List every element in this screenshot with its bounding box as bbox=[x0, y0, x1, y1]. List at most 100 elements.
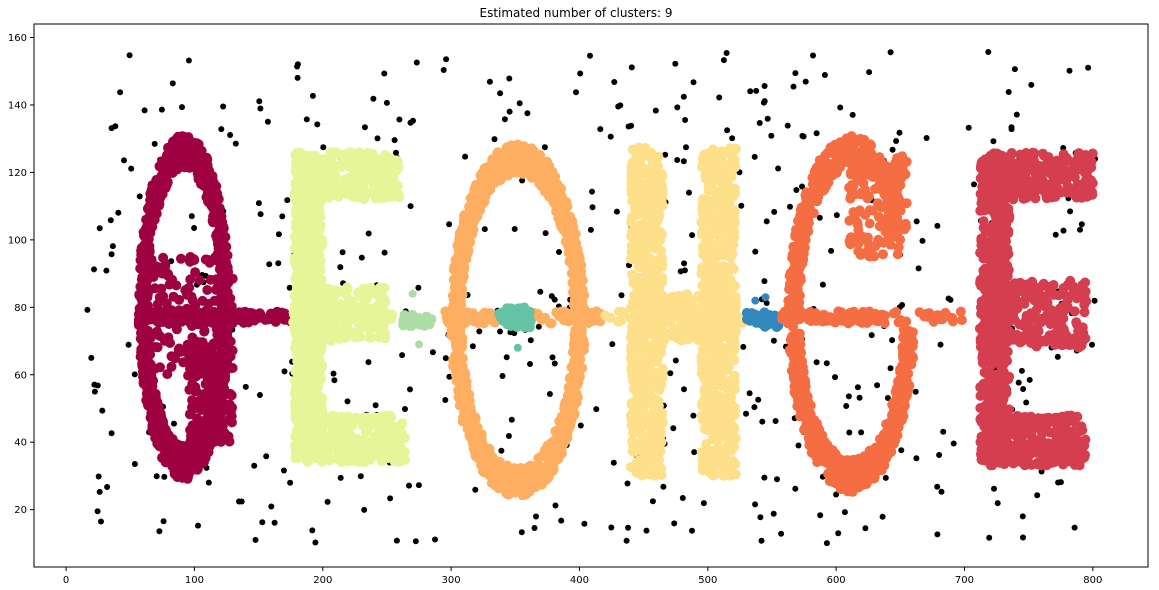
cluster-3-point bbox=[453, 311, 464, 322]
noise-point bbox=[103, 267, 110, 274]
noise-point bbox=[751, 153, 758, 160]
cluster-5-point bbox=[340, 333, 351, 343]
noise-point bbox=[506, 108, 513, 115]
noise-point bbox=[828, 247, 835, 254]
cluster-3-point bbox=[560, 214, 571, 225]
cluster-5-point bbox=[351, 433, 362, 444]
noise-point bbox=[141, 107, 148, 114]
cluster-0-point bbox=[144, 394, 155, 405]
noise-point bbox=[519, 177, 526, 184]
noise-point bbox=[940, 428, 947, 435]
cluster-0-point bbox=[205, 311, 215, 321]
noise-point bbox=[672, 357, 679, 364]
noise-point bbox=[1020, 534, 1026, 541]
noise-point bbox=[770, 510, 777, 517]
cluster-3-point bbox=[477, 310, 488, 321]
noise-point bbox=[556, 249, 562, 255]
cluster-5-point bbox=[299, 335, 310, 346]
cluster-0-point bbox=[212, 238, 223, 249]
cluster-0-point bbox=[224, 414, 235, 425]
noise-point bbox=[432, 536, 438, 543]
cluster-3-point bbox=[570, 379, 581, 389]
noise-point bbox=[191, 225, 198, 231]
cluster-5-point bbox=[385, 313, 396, 324]
cluster-5-point bbox=[301, 179, 311, 190]
noise-point bbox=[587, 226, 594, 233]
noise-point bbox=[227, 132, 234, 138]
cluster-5-point bbox=[351, 180, 362, 191]
cluster-0-point bbox=[212, 360, 222, 371]
noise-point bbox=[294, 74, 301, 81]
noise-point bbox=[991, 485, 997, 492]
noise-point bbox=[618, 292, 625, 299]
cluster-0-point bbox=[212, 206, 223, 217]
noise-point bbox=[402, 406, 408, 412]
noise-point bbox=[256, 392, 263, 398]
noise-point bbox=[821, 72, 828, 78]
noise-point bbox=[813, 130, 820, 137]
cluster-3-point bbox=[467, 434, 478, 444]
cluster-5-point bbox=[293, 299, 304, 310]
noise-point bbox=[761, 98, 768, 105]
noise-point bbox=[581, 520, 588, 527]
cluster-3-point bbox=[575, 257, 586, 268]
cluster-5-point bbox=[381, 410, 392, 421]
cluster-5-point bbox=[318, 334, 329, 345]
noise-point bbox=[314, 121, 321, 128]
noise-point bbox=[91, 388, 98, 395]
cluster-0-point bbox=[191, 156, 202, 167]
noise-point bbox=[153, 473, 160, 480]
cluster-0-point bbox=[211, 284, 221, 295]
noise-point bbox=[256, 98, 263, 105]
noise-point bbox=[671, 520, 678, 527]
noise-point bbox=[816, 214, 823, 221]
noise-point bbox=[1077, 226, 1083, 233]
noise-point bbox=[858, 429, 865, 436]
noise-point bbox=[1066, 67, 1073, 74]
cluster-5-point bbox=[314, 346, 325, 357]
cluster-0-point bbox=[187, 332, 198, 343]
cluster-3-point bbox=[562, 390, 573, 401]
cluster-5-point bbox=[317, 154, 328, 165]
cluster-0-point bbox=[213, 256, 223, 267]
noise-point bbox=[720, 57, 727, 64]
cluster-3-point bbox=[550, 171, 561, 182]
noise-point bbox=[94, 508, 101, 515]
noise-point bbox=[136, 193, 143, 200]
cluster-0-point bbox=[170, 353, 180, 364]
cluster-5-point bbox=[310, 293, 321, 304]
noise-point bbox=[854, 384, 861, 391]
noise-point bbox=[849, 111, 856, 118]
noise-point bbox=[573, 89, 579, 96]
cluster-5-point bbox=[375, 309, 386, 320]
noise-point bbox=[681, 386, 687, 393]
cluster-0-point bbox=[197, 337, 208, 348]
cluster-0-point bbox=[178, 134, 189, 145]
cluster-0-point bbox=[227, 345, 238, 356]
cluster-0-point bbox=[142, 292, 153, 303]
noise-point bbox=[893, 138, 900, 144]
noise-point bbox=[94, 382, 101, 389]
cluster-0-point bbox=[172, 459, 183, 470]
cluster-0-point bbox=[226, 307, 236, 318]
noise-point bbox=[518, 529, 525, 536]
noise-point bbox=[131, 461, 138, 467]
cluster-5-point bbox=[311, 427, 322, 438]
noise-point bbox=[889, 146, 896, 153]
noise-point bbox=[481, 226, 488, 233]
cluster-5-point bbox=[306, 160, 317, 171]
noise-point bbox=[787, 203, 793, 210]
noise-point bbox=[990, 138, 997, 145]
noise-point bbox=[610, 459, 617, 466]
noise-point bbox=[236, 498, 242, 505]
cluster-5-point bbox=[290, 222, 301, 233]
cluster-0-point bbox=[211, 188, 222, 198]
noise-point bbox=[795, 442, 802, 449]
noise-point bbox=[516, 100, 523, 107]
cluster-5-point bbox=[353, 457, 364, 468]
noise-point bbox=[1008, 124, 1015, 131]
noise-point bbox=[497, 328, 503, 335]
noise-point bbox=[158, 106, 165, 113]
cluster-5-point bbox=[387, 191, 398, 202]
noise-point bbox=[690, 79, 697, 86]
